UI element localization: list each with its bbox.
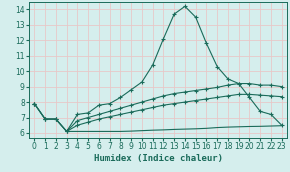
X-axis label: Humidex (Indice chaleur): Humidex (Indice chaleur)	[94, 154, 222, 163]
